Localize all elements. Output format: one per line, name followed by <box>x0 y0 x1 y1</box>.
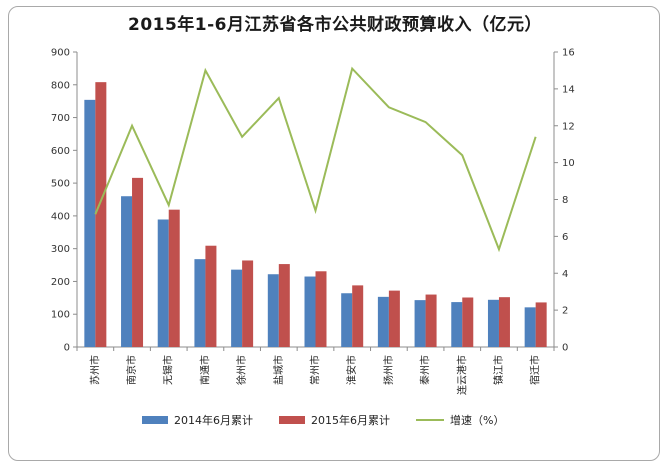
bar-2015 <box>205 245 217 347</box>
legend-label-2015: 2015年6月累计 <box>311 414 390 427</box>
y-tick-label-left: 100 <box>51 310 70 321</box>
bar-2015 <box>95 82 107 348</box>
bar-2014 <box>267 274 279 347</box>
bar-2015 <box>315 271 327 347</box>
bar-2015 <box>352 285 364 347</box>
bar-2014 <box>377 296 389 347</box>
y-tick-label-right: 12 <box>562 121 575 132</box>
y-tick-label-right: 0 <box>562 343 568 354</box>
legend: 2014年6月累计 2015年6月累计 增速（%） <box>142 412 504 428</box>
legend-item-growth: 增速（%） <box>416 412 504 428</box>
legend-item-2014: 2014年6月累计 <box>142 412 253 428</box>
bar-2014 <box>341 293 353 347</box>
y-tick-label-left: 900 <box>51 48 70 59</box>
x-tick-label: 徐州市 <box>235 355 248 385</box>
chart-title: 2015年1-6月江苏省各市公共财政预算收入（亿元） <box>127 15 543 35</box>
chart-frame <box>8 6 660 461</box>
bar-2015 <box>535 302 547 347</box>
y-tick-label-left: 700 <box>51 113 70 124</box>
y-tick-label-left: 0 <box>64 343 70 354</box>
y-tick-label-left: 200 <box>51 277 70 288</box>
bar-2014 <box>194 259 206 347</box>
x-tick-label: 南京市 <box>125 355 138 385</box>
legend-swatch-2014 <box>142 416 168 424</box>
x-tick-label: 连云港市 <box>455 355 468 395</box>
x-tick-label: 南通市 <box>198 355 211 385</box>
y-tick-label-right: 6 <box>562 232 568 243</box>
legend-swatch-2015 <box>279 416 305 424</box>
y-tick-label-left: 800 <box>51 80 70 91</box>
y-tick-label-right: 14 <box>562 84 575 95</box>
bar-2015 <box>498 297 510 347</box>
y-tick-label-right: 4 <box>562 269 568 280</box>
x-tick-label: 扬州市 <box>382 355 395 385</box>
bar-2015 <box>388 290 400 347</box>
bar-2014 <box>487 299 499 347</box>
bar-2014 <box>121 196 133 347</box>
bar-2014 <box>451 302 463 347</box>
x-tick-label: 盐城市 <box>272 355 285 385</box>
x-tick-label: 泰州市 <box>419 355 432 385</box>
y-tick-label-right: 8 <box>562 195 568 206</box>
legend-label-2014: 2014年6月累计 <box>174 414 253 427</box>
y-tick-label-left: 600 <box>51 146 70 157</box>
bar-2015 <box>242 260 254 347</box>
x-tick-label: 无锡市 <box>162 355 175 385</box>
bar-2015 <box>462 297 474 347</box>
bar-2015 <box>425 294 437 347</box>
x-tick-label: 宿迁市 <box>529 355 542 385</box>
bar-2015 <box>168 209 180 347</box>
x-tick-label: 苏州市 <box>88 355 101 385</box>
legend-item-2015: 2015年6月累计 <box>279 412 390 428</box>
bar-2014 <box>84 99 96 347</box>
y-tick-label-right: 16 <box>562 48 575 59</box>
y-tick-label-right: 10 <box>562 158 575 169</box>
bar-2014 <box>414 300 426 347</box>
y-tick-label-left: 300 <box>51 244 70 255</box>
bar-2015 <box>278 264 290 347</box>
bar-2014 <box>304 276 316 347</box>
bar-2014 <box>157 219 169 347</box>
bar-2014 <box>231 269 243 347</box>
legend-swatch-growth <box>416 419 444 421</box>
x-tick-label: 常州市 <box>309 355 322 385</box>
x-tick-label: 淮安市 <box>345 355 358 385</box>
x-tick-label: 镇江市 <box>492 355 505 385</box>
bar-2014 <box>524 307 536 347</box>
y-tick-label-left: 400 <box>51 211 70 222</box>
y-tick-label-left: 500 <box>51 179 70 190</box>
bar-2015 <box>132 177 144 347</box>
y-tick-label-right: 2 <box>562 306 568 317</box>
legend-label-growth: 增速（%） <box>450 414 505 427</box>
